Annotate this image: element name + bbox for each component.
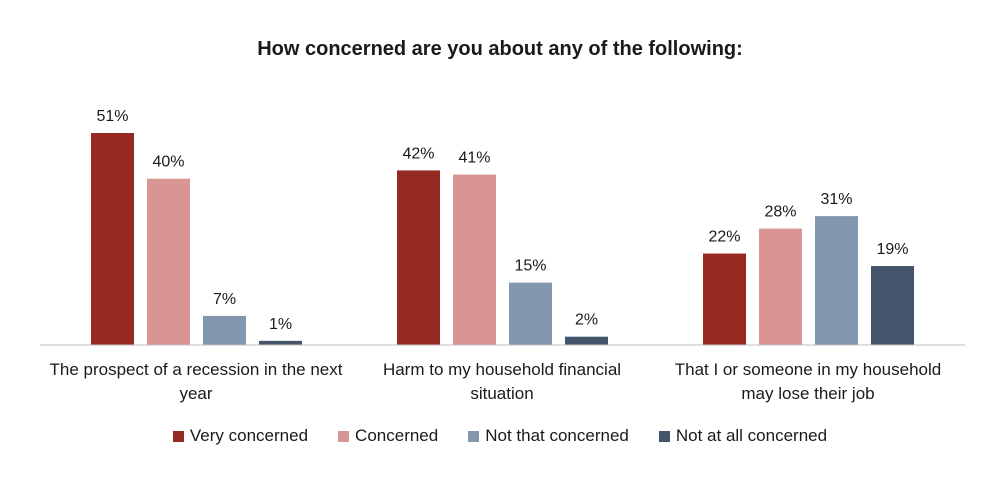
legend-label: Concerned [355, 426, 439, 445]
data-label-very-concerned-2: 42% [402, 145, 434, 162]
legend-item-very-concerned: Very concerned [172, 426, 309, 446]
legend-swatch [468, 430, 480, 442]
data-label-very-concerned-3: 22% [708, 229, 740, 246]
data-label-not-at-all-concerned-3: 19% [876, 241, 908, 258]
bar-not-at-all-concerned-3 [871, 266, 914, 345]
legend-item-not-at-all-concerned: Not at all concerned [658, 426, 828, 446]
data-label-concerned-1: 40% [152, 154, 184, 171]
legend-swatch [338, 430, 350, 442]
legend: Very concerned Concerned Not that concer… [0, 426, 1000, 446]
chart-title: How concerned are you about any of the f… [257, 38, 743, 60]
legend-swatch [172, 430, 184, 442]
category-label-recession: The prospect of a recession in the next … [49, 360, 343, 403]
bar-very-concerned-2 [397, 170, 440, 345]
legend-item-not-that-concerned: Not that concerned [468, 426, 629, 446]
bar-concerned-1 [147, 178, 190, 345]
data-label-not-that-concerned-1: 7% [213, 291, 236, 308]
bar-very-concerned-3 [703, 253, 746, 345]
bar-not-that-concerned-2 [509, 282, 552, 345]
data-label-concerned-2: 41% [458, 150, 490, 167]
legend-item-concerned: Concerned [338, 426, 438, 446]
bar-not-that-concerned-1 [203, 315, 246, 345]
data-label-not-at-all-concerned-1: 1% [269, 316, 292, 333]
data-label-not-that-concerned-3: 31% [820, 191, 852, 208]
legend-label: Very concerned [189, 426, 309, 445]
bar-very-concerned-1 [91, 133, 134, 345]
data-label-very-concerned-1: 51% [96, 108, 128, 125]
data-label-not-that-concerned-2: 15% [514, 258, 546, 275]
bar-concerned-3 [759, 228, 802, 345]
legend-swatch [658, 430, 670, 442]
category-label-lose-job: That I or someone in my household may lo… [674, 360, 942, 403]
legend-label: Not that concerned [485, 426, 629, 445]
bar-not-at-all-concerned-1 [259, 340, 302, 345]
data-label-concerned-3: 28% [764, 204, 796, 221]
bar-concerned-2 [453, 174, 496, 345]
bar-not-that-concerned-3 [815, 216, 858, 345]
legend-label: Not at all concerned [675, 426, 828, 445]
bars-group: 51% 42% 22% 40% 41% 28% 7% 15% 31% 1% 2% 19% [91, 108, 914, 345]
category-label-household-financial: Harm to my household financial situation [382, 360, 622, 403]
bar-not-at-all-concerned-2 [565, 336, 608, 345]
data-label-not-at-all-concerned-2: 2% [575, 312, 598, 329]
